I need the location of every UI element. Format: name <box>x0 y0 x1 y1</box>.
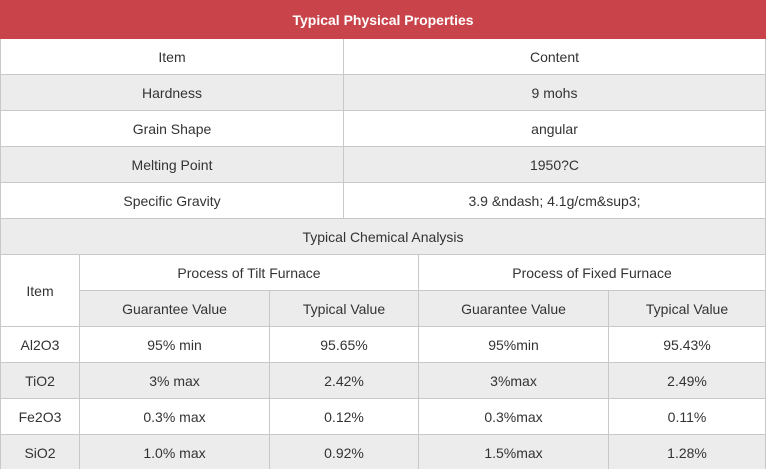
cell: 95.65% <box>269 326 419 363</box>
cell: 1950?C <box>342 146 766 183</box>
cell: 0.3% max <box>79 398 270 435</box>
cell: 0.92% <box>269 434 419 469</box>
cell: Melting Point <box>0 146 344 183</box>
cell: 2.49% <box>607 362 766 399</box>
cell: TiO2 <box>0 362 80 399</box>
section-row: Typical Chemical Analysis <box>0 218 766 255</box>
cell: Specific Gravity <box>0 182 344 219</box>
cell: 1.28% <box>607 434 766 469</box>
cell: 3.9 &ndash; 4.1g/cm&sup3; <box>342 182 766 219</box>
row: Al2O3 95% min 95.65% 95%min 95.43% <box>0 326 766 363</box>
row: Melting Point 1950?C <box>0 146 766 183</box>
row: Grain Shape angular <box>0 110 766 147</box>
cell: 95% min <box>79 326 270 363</box>
cell: 3%max <box>418 362 609 399</box>
physical-table: Typical Physical Properties Item Content… <box>0 0 766 219</box>
cell: Grain Shape <box>0 110 344 147</box>
row: TiO2 3% max 2.42% 3%max 2.49% <box>0 362 766 399</box>
section-title: Typical Chemical Analysis <box>0 218 766 255</box>
row: Hardness 9 mohs <box>0 74 766 111</box>
subheader-cell: Typical Value <box>269 290 419 327</box>
cell: Fe2O3 <box>0 398 80 435</box>
cell: 2.42% <box>269 362 419 399</box>
cell: 3% max <box>79 362 270 399</box>
cell: 9 mohs <box>342 74 766 111</box>
chemical-table: Typical Chemical Analysis Item Process o… <box>0 218 766 469</box>
cell: 0.11% <box>607 398 766 435</box>
row: SiO2 1.0% max 0.92% 1.5%max 1.28% <box>0 434 766 469</box>
chemical-rows: Al2O3 95% min 95.65% 95%min 95.43% TiO2 3% max… <box>0 326 766 469</box>
table-title: Typical Physical Properties <box>0 0 766 39</box>
header-cell: Process of Tilt Furnace <box>79 254 419 291</box>
subheader-cell: Guarantee Value <box>79 290 270 327</box>
cell: 1.0% max <box>79 434 270 469</box>
subheader-cell: Guarantee Value <box>418 290 609 327</box>
row: Fe2O3 0.3% max 0.12% 0.3%max 0.11% <box>0 398 766 435</box>
cell: 1.5%max <box>418 434 609 469</box>
row: Specific Gravity 3.9 &ndash; 4.1g/cm&sup3… <box>0 182 766 219</box>
cell: SiO2 <box>0 434 80 469</box>
subheader-cell: Typical Value <box>607 290 766 327</box>
subheader-row: Guarantee Value Typical Value Guarantee … <box>1 290 766 327</box>
cell: Al2O3 <box>0 326 80 363</box>
header-cell: Item <box>0 38 344 75</box>
cell: 95.43% <box>607 326 766 363</box>
cell: 0.12% <box>269 398 419 435</box>
cell: 0.3%max <box>418 398 609 435</box>
title-row: Typical Physical Properties <box>0 0 766 39</box>
cell: Hardness <box>0 74 344 111</box>
header-cell: Content <box>342 38 766 75</box>
header-row: Item Content <box>0 38 766 75</box>
header-cell: Process of Fixed Furnace <box>417 254 766 291</box>
header-cell: Item <box>0 254 80 327</box>
cell: angular <box>342 110 766 147</box>
cell: 95%min <box>418 326 609 363</box>
header-row: Item Process of Tilt Furnace Process of … <box>0 254 766 327</box>
